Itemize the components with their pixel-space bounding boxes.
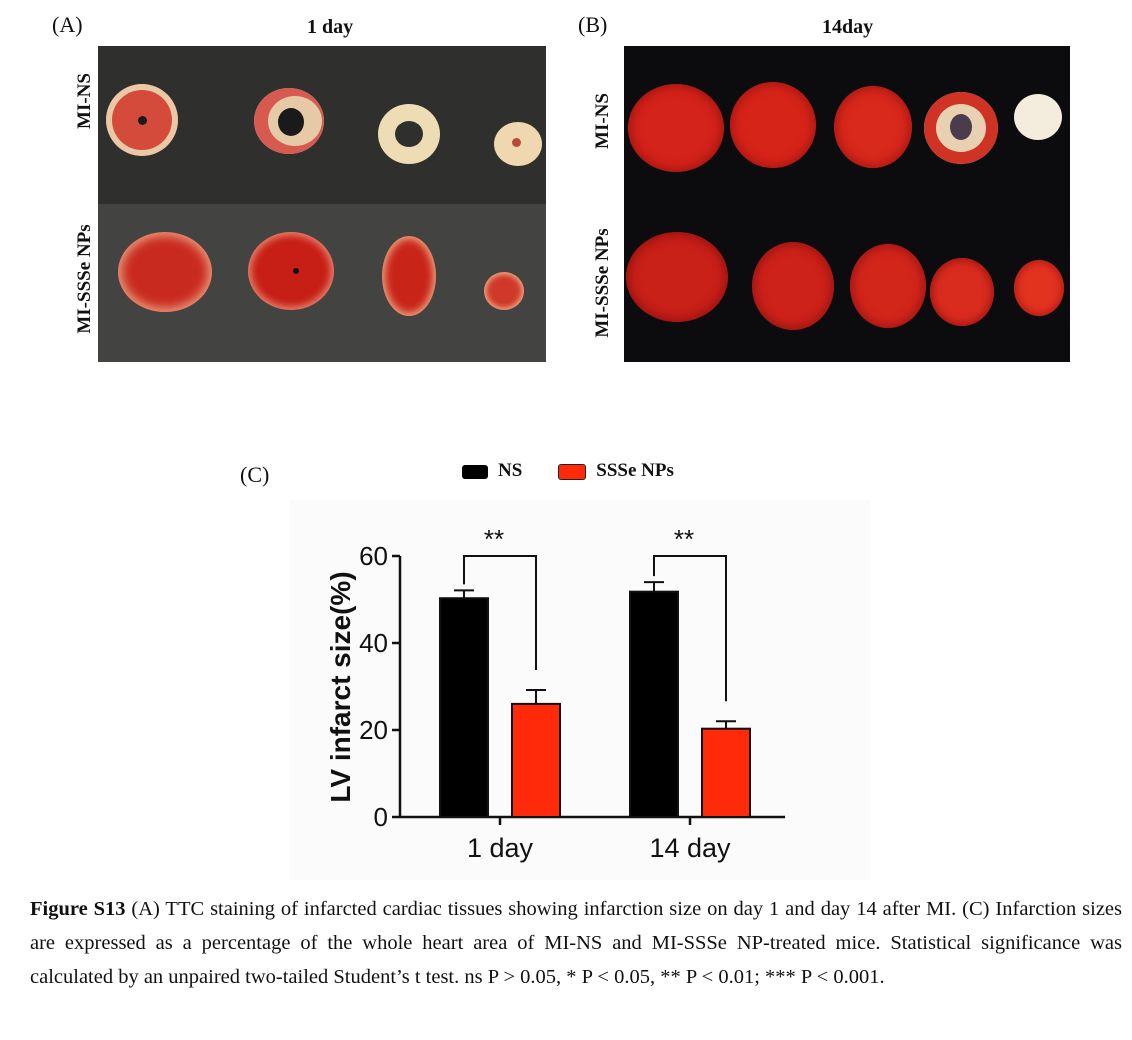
x-tick-label: 14 day <box>649 833 731 863</box>
panel-c-letter: (C) <box>240 462 270 487</box>
bar-ns <box>629 590 679 818</box>
bar-ns <box>439 597 489 818</box>
legend-label-ssse: SSSe NPs <box>596 460 674 481</box>
legend-item-ssse: SSSe NPs <box>558 460 674 482</box>
panel-a-photo-ns <box>98 46 546 204</box>
caption-label: Figure S13 <box>30 898 126 920</box>
y-tick-label: 0 <box>374 802 388 832</box>
y-tick-label: 60 <box>359 541 388 571</box>
panel-a-row-label-ns: MI-NS <box>74 73 95 129</box>
panel-a-row-label-ssse: MI-SSSe NPs <box>74 224 95 334</box>
panel-a-title: 1 day <box>307 16 354 38</box>
significance-bracket <box>653 555 727 702</box>
chart-legend: NS SSSe NPs <box>462 460 706 482</box>
legend-label-ns: NS <box>498 460 523 481</box>
significance-bracket <box>463 555 537 670</box>
infarct-size-bar-chart: LV infarct size(%) 0 20 40 60 1 day ** 14 day *… <box>290 500 870 880</box>
panel-b-letter: (B) <box>578 12 608 37</box>
panel-b-photo <box>624 46 1070 362</box>
legend-swatch-ns <box>462 464 488 479</box>
y-axis-label: LV infarct size(%) <box>325 571 356 802</box>
x-tick-label: 1 day <box>467 833 534 863</box>
y-tick-label: 40 <box>359 628 388 658</box>
panel-a-letter: (A) <box>52 12 83 37</box>
bar-ssse <box>701 727 751 819</box>
bar-ssse <box>511 702 561 818</box>
panel-b-row-label-ns: MI-NS <box>592 93 613 149</box>
caption-text: (A) TTC staining of infarcted cardiac ti… <box>30 898 1122 988</box>
y-tick-label: 20 <box>359 715 388 745</box>
legend-item-ns: NS <box>462 460 522 482</box>
significance-label: ** <box>674 524 694 554</box>
panel-b-row-label-ssse: MI-SSSe NPs <box>592 228 613 338</box>
legend-swatch-ssse <box>558 463 587 480</box>
significance-label: ** <box>484 524 504 554</box>
panel-a-photo-ssse <box>98 204 546 362</box>
panel-b-title: 14day <box>822 16 874 38</box>
figure-caption: Figure S13 (A) TTC staining of infarcted… <box>30 892 1122 994</box>
